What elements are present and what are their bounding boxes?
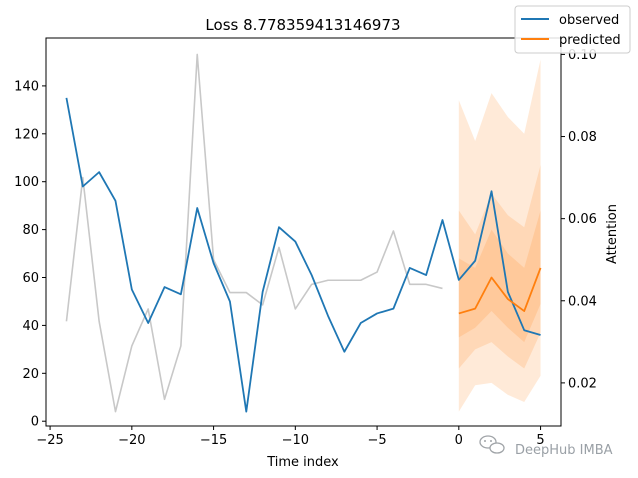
y-tick-label: 20 (22, 367, 39, 382)
y-axis-ticks: 0 20 40 60 80 100 120 140 (14, 79, 46, 430)
quantile-band-2 (458, 164, 541, 369)
quantile-band-3 (458, 210, 541, 343)
y-tick-label: 60 (22, 271, 39, 286)
observed-line (65, 97, 541, 413)
x-tick-label: 5 (536, 433, 544, 448)
x-tick-label: −20 (118, 433, 145, 448)
predicted-line (458, 267, 542, 315)
legend-predicted-label: predicted (559, 33, 621, 48)
x-tick-label: 0 (455, 433, 463, 448)
y2-tick-label: 0.08 (568, 130, 597, 145)
x-axis-ticks: −25 −20 −15 −10 −5 0 5 (36, 426, 545, 448)
quantile-band-1 (458, 59, 541, 412)
y2-axis-title: Attention (605, 204, 620, 264)
attention-series (65, 53, 443, 413)
attention-line (65, 53, 443, 413)
y-tick-label: 40 (22, 319, 39, 334)
prediction-quantile-bands (458, 59, 541, 412)
legend: observed predicted (514, 5, 631, 54)
y-tick-label: 80 (22, 223, 39, 238)
y-tick-label: 120 (14, 127, 39, 142)
watermark: DeepHub IMBA (479, 435, 613, 458)
x-axis-title: Time index (266, 455, 339, 470)
y2-tick-label: 0.02 (568, 376, 597, 391)
y2-axis-ticks: 0.020.040.060.080.10 (561, 48, 597, 391)
data-series (65, 97, 542, 413)
x-tick-label: −10 (282, 433, 309, 448)
wechat-icon (479, 435, 505, 454)
legend-observed-label: observed (559, 13, 619, 28)
legend-box (514, 5, 631, 54)
y-tick-label: 0 (31, 415, 39, 430)
watermark-text: DeepHub IMBA (515, 443, 613, 458)
y-tick-label: 100 (14, 175, 39, 190)
y2-tick-label: 0.06 (568, 212, 597, 227)
x-tick-label: −25 (36, 433, 63, 448)
y-tick-label: 140 (14, 79, 39, 94)
x-tick-label: −5 (367, 433, 386, 448)
chart-title: Loss 8.778359413146973 (205, 16, 400, 34)
x-tick-label: −15 (200, 433, 227, 448)
plot-frame (45, 37, 562, 427)
y2-tick-label: 0.04 (568, 294, 597, 309)
